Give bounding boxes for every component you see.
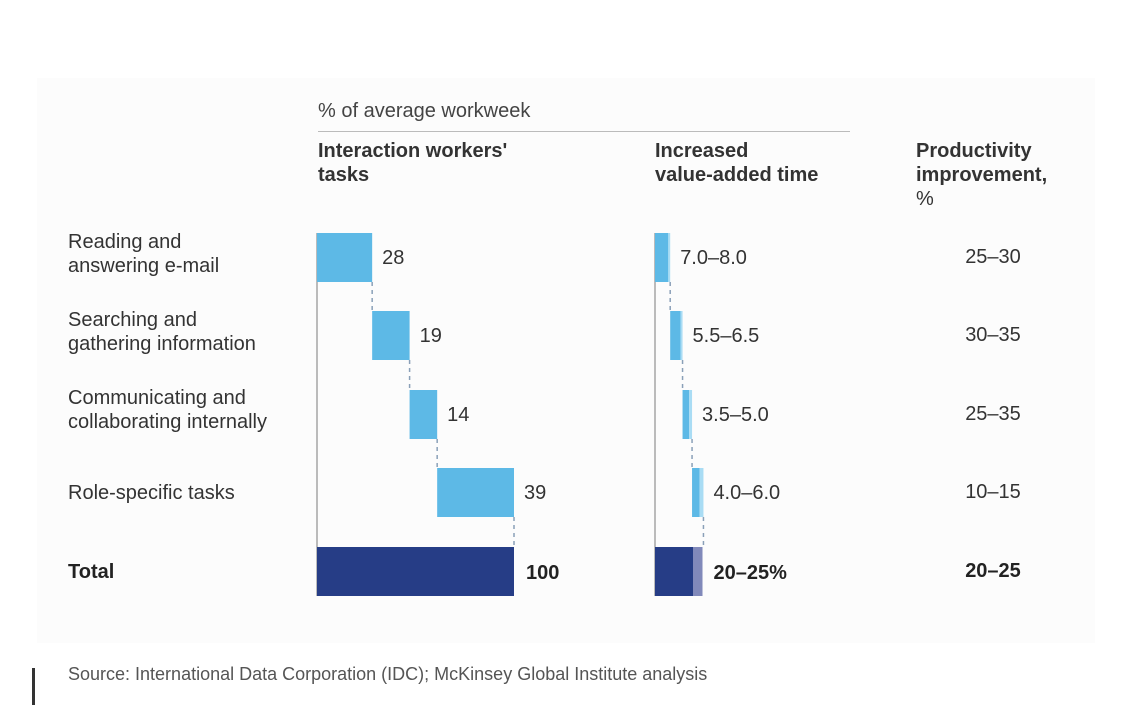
value-added-range [668, 233, 671, 282]
header-rule [318, 131, 850, 132]
task-value-label: 19 [420, 325, 442, 347]
value-added-range [680, 311, 683, 360]
header-tasks: Interaction workers' tasks [318, 140, 508, 186]
header-productivity-unit: % [916, 188, 934, 210]
task-value-label: 28 [382, 247, 404, 269]
value-added-label: 7.0–8.0 [680, 247, 747, 269]
task-bar [437, 468, 514, 517]
header-productivity-label: Productivity improvement, [916, 140, 1048, 186]
value-added-total-label: 20–25% [714, 562, 788, 584]
productivity-value: 10–15 [965, 481, 1021, 503]
chart-subtitle: % of average workweek [318, 100, 531, 122]
value-added-label: 3.5–5.0 [702, 404, 769, 426]
total-value-label: 100 [526, 562, 559, 584]
task-bar [372, 311, 410, 360]
total-label: Total [68, 561, 115, 583]
value-added-bar [692, 468, 700, 517]
productivity-value: 25–35 [965, 403, 1021, 425]
value-added-range [699, 468, 704, 517]
category-label: Reading and answering e-mail [68, 231, 220, 277]
total-bar [317, 547, 514, 596]
source-note: Source: International Data Corporation (… [68, 664, 708, 684]
category-label: Communicating and collaborating internal… [68, 387, 268, 433]
value-added-total-bar [655, 547, 693, 596]
text-cursor-marker [32, 668, 35, 705]
productivity-value: 25–30 [965, 246, 1021, 268]
task-bar [317, 233, 373, 282]
category-label: Searching and gathering information [68, 309, 256, 355]
value-added-label: 5.5–6.5 [693, 325, 760, 347]
task-bar [409, 390, 438, 439]
productivity-value: 30–35 [965, 324, 1021, 346]
category-label: Role-specific tasks [68, 482, 235, 504]
chart-panel [37, 78, 1095, 643]
value-added-bar [655, 233, 669, 282]
header-value-added: Increased value-added time [655, 140, 819, 186]
value-added-label: 4.0–6.0 [713, 482, 780, 504]
header-productivity: Productivity improvement,% [916, 139, 1047, 211]
value-added-bar [682, 390, 690, 439]
task-value-label: 14 [447, 404, 469, 426]
value-added-bar [670, 311, 681, 360]
productivity-total: 20–25 [965, 560, 1021, 582]
value-added-range [689, 390, 693, 439]
task-value-label: 39 [524, 482, 546, 504]
value-added-total-range [693, 547, 703, 596]
